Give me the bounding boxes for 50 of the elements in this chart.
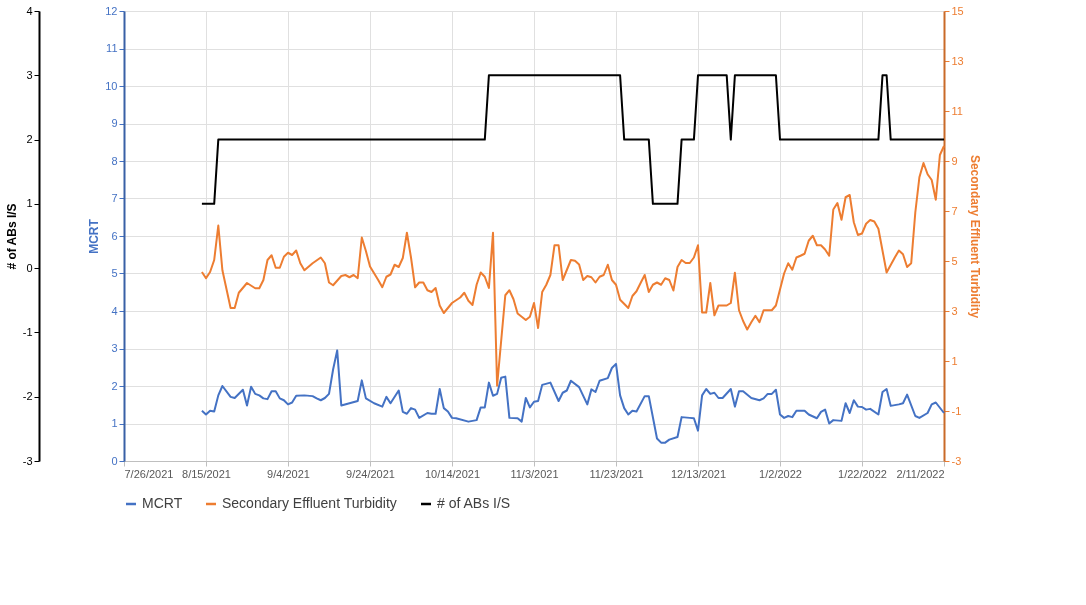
y-axis-title: MCRT [87,218,102,254]
y-tick-label: 4 [111,304,118,317]
x-tick-label: 7/26/2021 [124,467,174,480]
y3-tick-label: -3 [22,454,33,467]
line-series [200,349,945,444]
y-tick-label: 1 [111,417,118,429]
x-tick-label: 2/11/2022 [896,467,945,480]
y-tick-label: 5 [111,267,118,279]
y-tick-label: 0 [111,454,118,467]
y2-tick-label: 13 [951,54,964,67]
x-tick-label: 11/23/2021 [589,467,644,480]
y3-axis-title: # of ABs I/S [4,203,19,270]
y-tick-label: 12 [105,4,118,17]
y-tick-label: 9 [111,117,118,129]
line-series [200,145,945,387]
y3-tick-label: 1 [26,197,33,210]
y2-tick-label: -3 [951,454,962,467]
y2-tick-label: 11 [951,104,963,117]
legend-label: Secondary Effluent Turbidity [222,495,397,511]
y3-tick-label: 2 [26,133,33,146]
x-tick-label: 1/2/2022 [759,467,802,480]
y3-tick-label: -1 [22,325,33,338]
x-tick-label: 11/3/2021 [510,467,559,480]
y-tick-label: 8 [111,154,118,167]
legend-label: MCRT [142,495,183,511]
x-tick-label: 8/15/2021 [182,467,231,480]
y2-tick-label: -1 [951,404,962,417]
y2-tick-label: 3 [951,304,958,317]
x-tick-label: 12/13/2021 [670,467,727,480]
y2-tick-label: 5 [951,254,958,267]
x-tick-label: 9/4/2021 [267,467,310,480]
y2-tick-label: 1 [951,354,958,367]
y-tick-label: 6 [111,229,118,242]
y2-axis-title: Secondary Effluent Turbidity [967,154,982,319]
y-tick-label: 10 [105,79,118,92]
y3-tick-label: -2 [22,390,33,403]
y3-tick-label: 3 [26,68,33,81]
y-tick-label: 3 [111,342,118,354]
y-tick-label: 2 [111,379,118,392]
legend-label: # of ABs I/S [437,495,511,511]
y-tick-label: 11 [106,42,118,54]
y2-tick-label: 9 [951,154,958,167]
x-tick-label: 1/22/2022 [838,467,887,480]
y3-tick-label: 4 [26,4,33,17]
y2-tick-label: 15 [951,4,964,17]
y-tick-label: 7 [111,192,118,204]
x-tick-label: 10/14/2021 [424,467,481,480]
x-tick-label: 9/24/2021 [346,467,395,480]
y2-tick-label: 7 [951,204,958,217]
y3-tick-label: 0 [26,261,33,274]
